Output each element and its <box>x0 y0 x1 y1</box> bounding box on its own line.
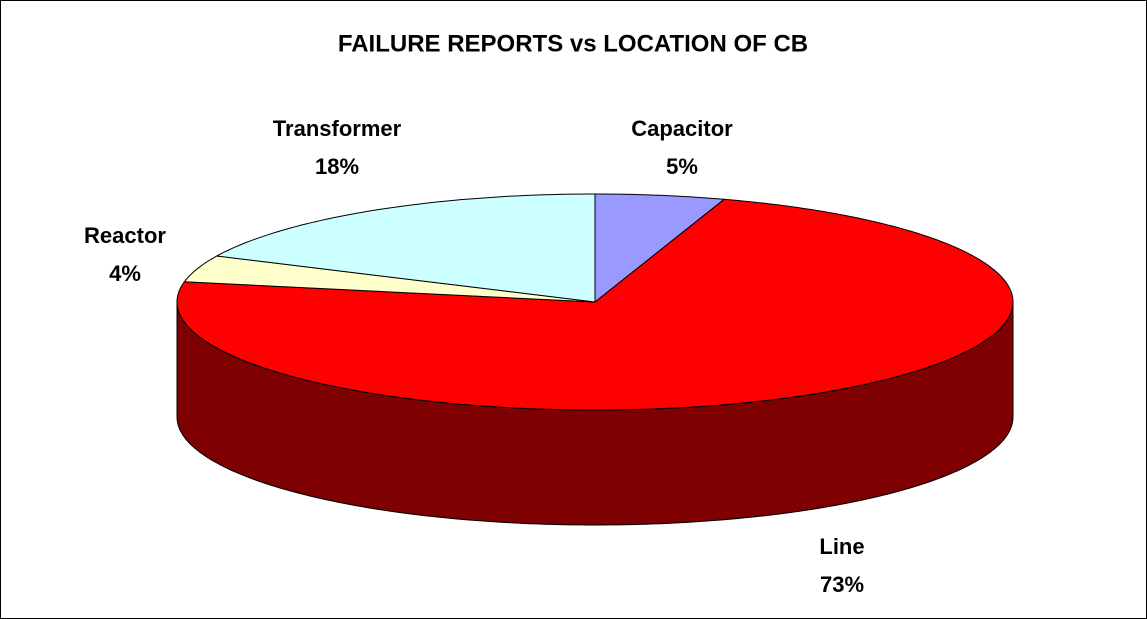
slice-label: Capacitor <box>631 116 733 141</box>
slice-label: Reactor <box>84 223 166 248</box>
slice-label: Line <box>819 534 864 559</box>
slice-label: Transformer <box>273 116 402 141</box>
value-label: 5% <box>666 154 698 179</box>
slice <box>176 198 1014 411</box>
chart-title: FAILURE REPORTS vs LOCATION OF CB <box>338 30 808 57</box>
slice <box>183 255 596 303</box>
value-label: 73% <box>820 572 864 597</box>
slice <box>215 193 596 303</box>
value-label: 4% <box>109 261 141 286</box>
slice <box>594 193 726 304</box>
value-label: 18% <box>315 154 359 179</box>
